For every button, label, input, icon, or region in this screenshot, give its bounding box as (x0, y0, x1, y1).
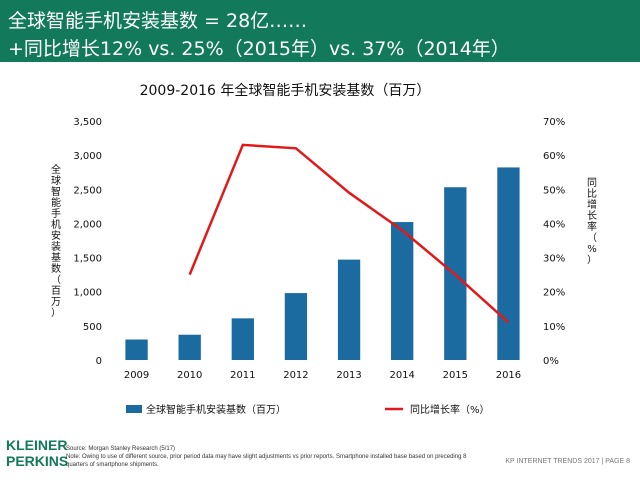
x-tick-label: 2015 (443, 370, 468, 381)
x-tick-label: 2016 (496, 370, 521, 381)
y2-tick-label: 30% (543, 254, 565, 265)
installed-base-chart: 2009-2016 年全球智能手机安装基数（百万） 全球智能手机安装基数（百万）… (51, 82, 597, 416)
x-tick-label: 2014 (389, 370, 414, 381)
x-tick-label: 2009 (124, 370, 149, 381)
y2-tick-label: 20% (543, 288, 565, 299)
footer-note-text: Note: Owing to use of different source, … (66, 454, 467, 468)
legend-bar-label: 全球智能手机安装基数（百万） (146, 403, 286, 416)
y-tick-label: 3,500 (73, 117, 102, 128)
legend-bar-swatch (126, 405, 142, 413)
bar (391, 222, 414, 360)
y2-tick-label: 40% (543, 219, 565, 230)
chart-legend: 全球智能手机安装基数（百万） 同比增长率（%） (126, 403, 490, 416)
brand-logo-line-2: PERKINS (6, 453, 69, 469)
footer-page-label: KP INTERNET TRENDS 2017 | PAGE 8 (505, 458, 630, 465)
growth-rate-line (188, 143, 510, 324)
bar (178, 334, 201, 360)
slide-title-line-2: +同比增长12% vs. 25%（2015年）vs. 37%（2014年） (8, 38, 510, 60)
x-tick-label: 2010 (177, 370, 202, 381)
y-tick-label: 1,000 (73, 288, 102, 299)
y2-tick-label: 0% (543, 356, 559, 367)
y-tick-label: 0 (96, 356, 102, 367)
bar (284, 293, 308, 360)
brand-logo-line-1: KLEINER (6, 437, 68, 453)
footer-source: Source: Morgan Stanley Research (5/17) (66, 446, 176, 452)
y-axis-left-title: 全球智能手机安装基数（百万） (51, 163, 61, 319)
footer-notes: Source: Morgan Stanley Research (5/17) N… (66, 445, 486, 469)
y2-tick-label: 70% (543, 117, 565, 128)
y-tick-label: 500 (83, 322, 102, 333)
y-tick-label: 2,500 (73, 185, 102, 196)
y-axis-right-label: 同比增长率（%） (587, 177, 597, 266)
y-tick-label: 3,000 (73, 151, 102, 162)
y-tick-label: 1,500 (73, 254, 102, 265)
legend-line-label: 同比增长率（%） (410, 403, 490, 416)
x-tick-label: 2011 (230, 370, 255, 381)
bar (125, 339, 148, 360)
y2-tick-label: 10% (543, 322, 565, 333)
bar (497, 167, 520, 360)
y2-tick-label: 60% (543, 151, 565, 162)
slide-header: 全球智能手机安装基数 = 28亿…… +同比增长12% vs. 25%（2015… (0, 0, 640, 62)
brand-logo: KLEINER PERKINS (6, 437, 69, 469)
y-axis-right-title: 同比增长率（%） (587, 177, 597, 266)
bar (231, 318, 254, 360)
y-axis-left-label: 全球智能手机安装基数（百万） (51, 163, 61, 319)
chart-title: 2009-2016 年全球智能手机安装基数（百万） (140, 82, 431, 99)
y-tick-label: 2,000 (73, 219, 102, 230)
x-tick-label: 2013 (336, 370, 361, 381)
x-tick-label: 2012 (283, 370, 308, 381)
slide-title-line-1: 全球智能手机安装基数 = 28亿…… (8, 10, 308, 32)
y2-tick-label: 50% (543, 185, 565, 196)
bar (337, 259, 361, 360)
